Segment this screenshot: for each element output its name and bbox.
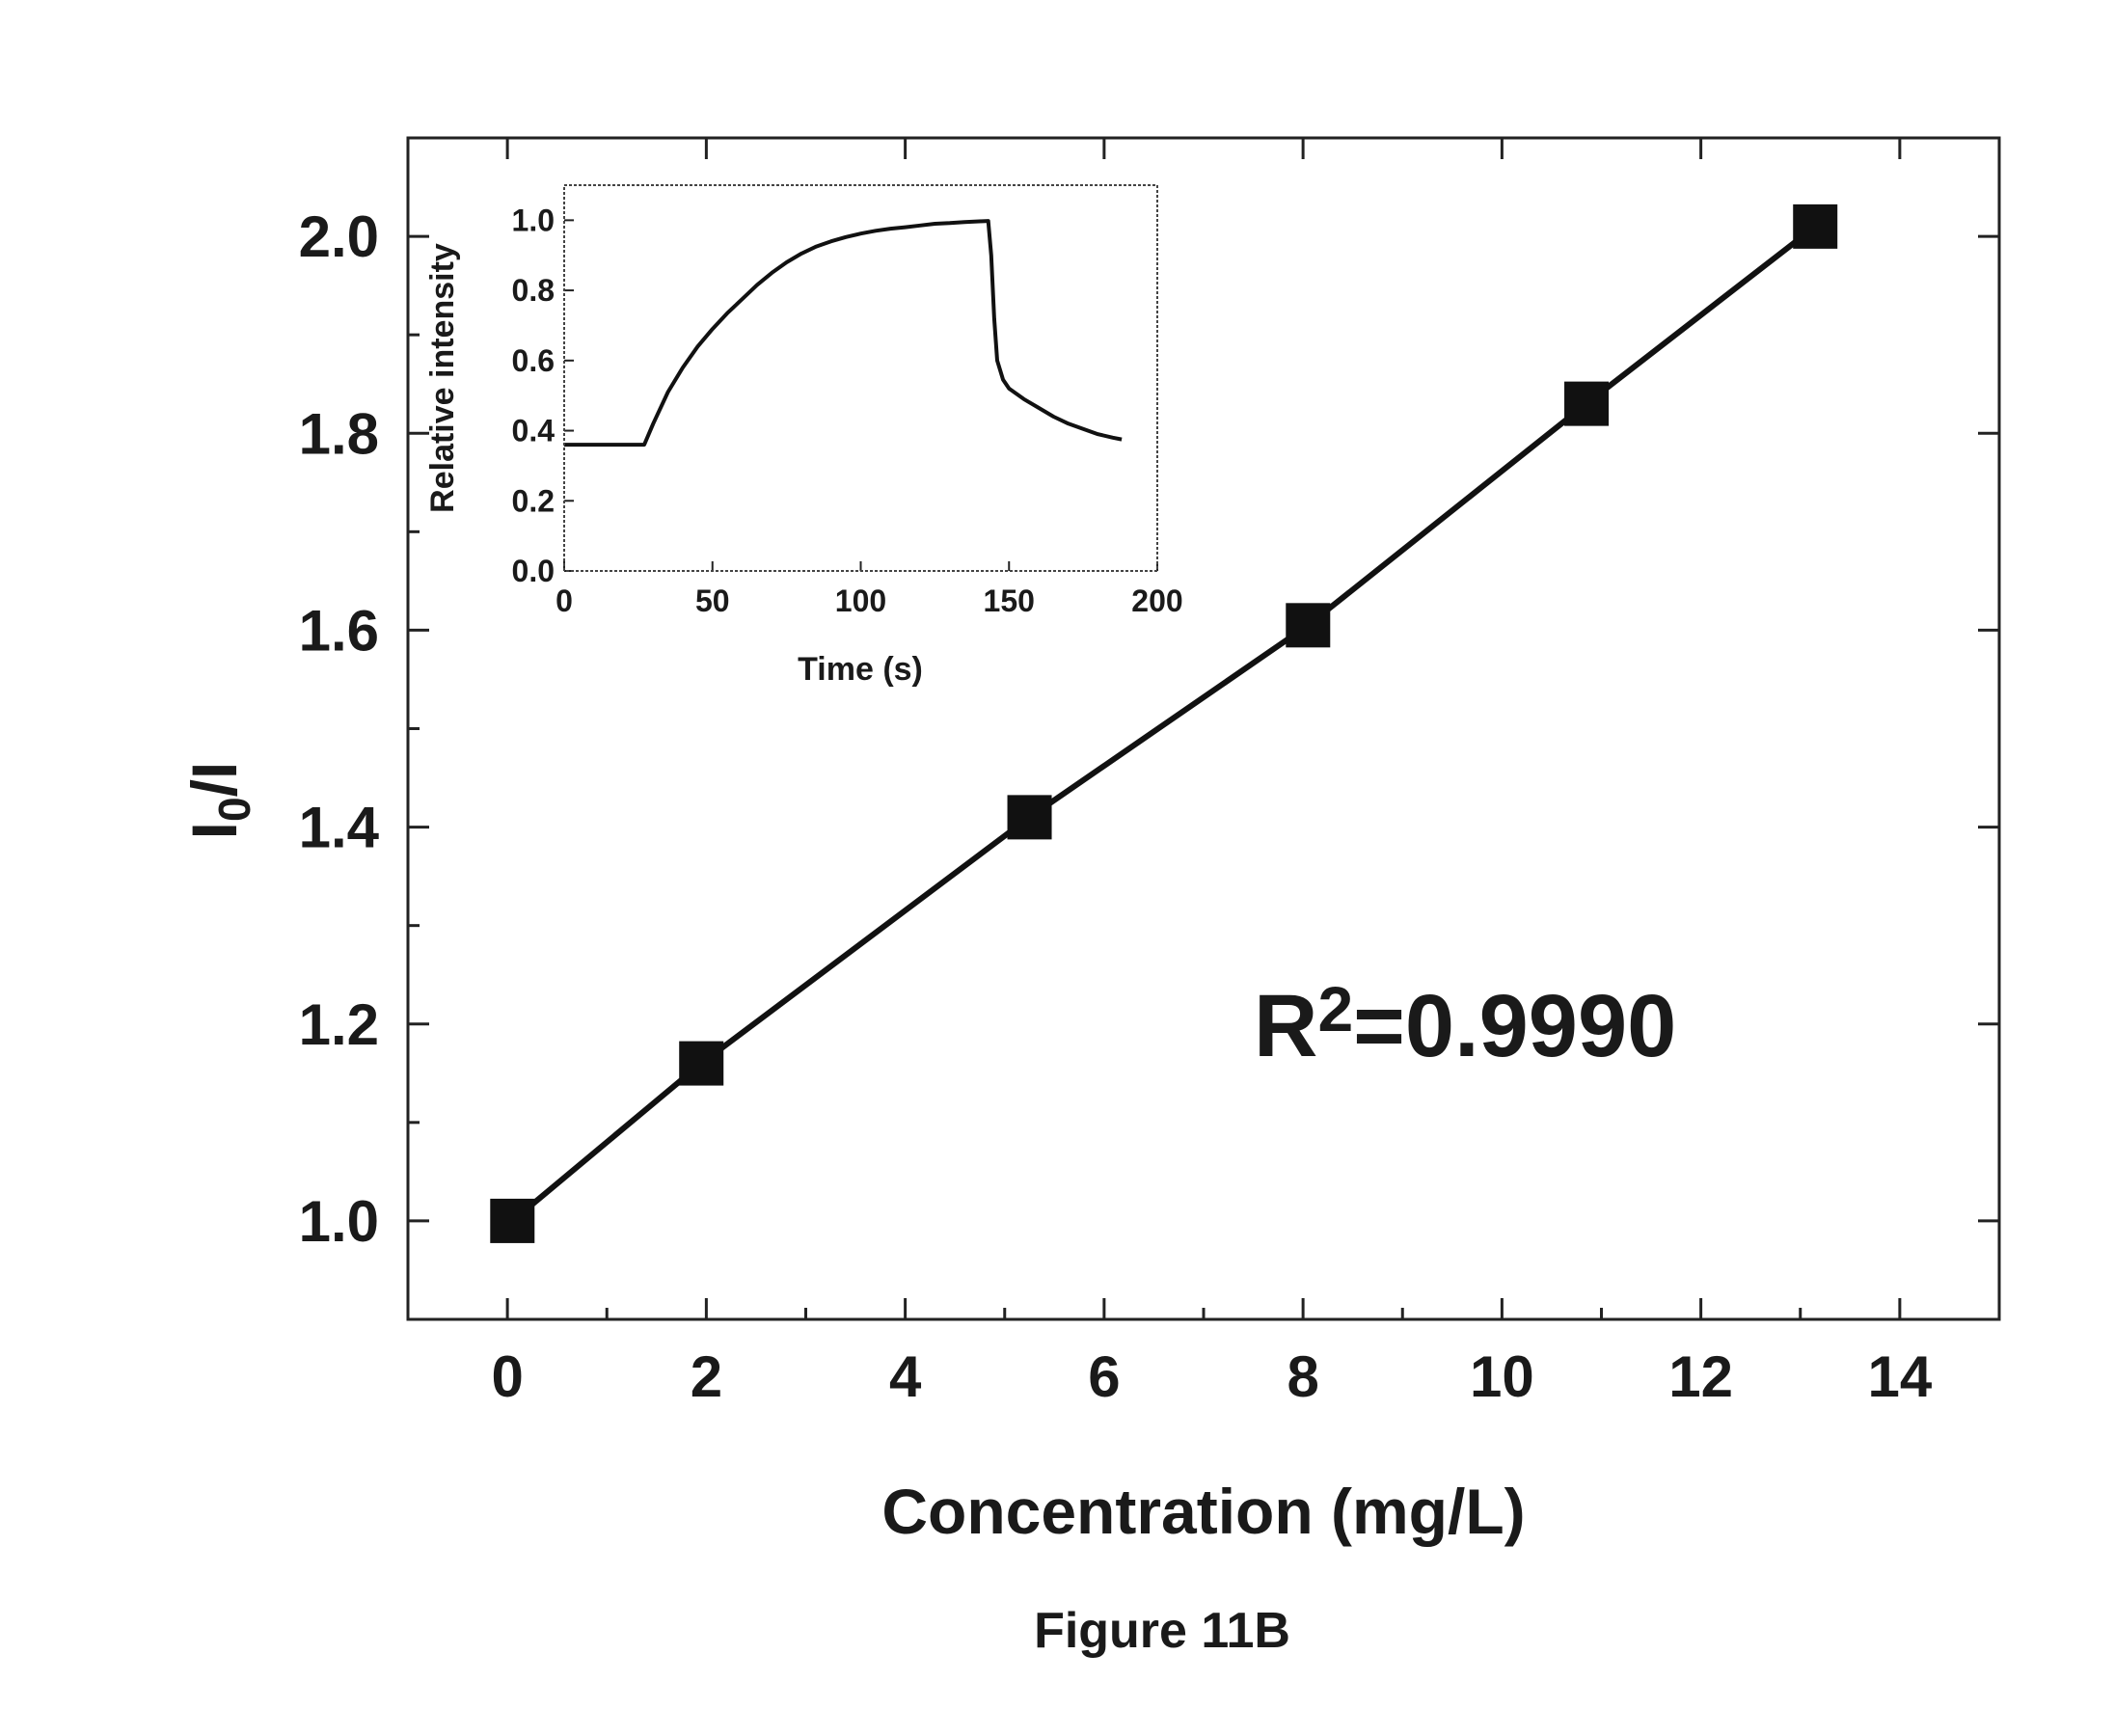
x-tick-label: 4 xyxy=(889,1344,922,1409)
x-tick-label: 100 xyxy=(835,583,886,618)
inset-chart: 0501001502000.00.20.40.60.81.0 Time (s) … xyxy=(424,185,1183,688)
x-tick-label: 12 xyxy=(1668,1344,1733,1409)
figure-caption: Figure 11B xyxy=(1034,1603,1290,1659)
y-tick-label: 0.6 xyxy=(512,343,555,378)
y-label-rest: /I xyxy=(178,762,250,798)
x-tick-label: 50 xyxy=(695,583,730,618)
data-point xyxy=(1564,382,1609,426)
r-squared-annotation: R2=0.9990 xyxy=(1254,973,1676,1075)
y-tick-label: 1.6 xyxy=(299,598,379,663)
r-squared-base: R xyxy=(1254,977,1317,1075)
data-point xyxy=(679,1042,723,1086)
y-tick-label: 2.0 xyxy=(299,204,379,269)
inset-background xyxy=(564,185,1157,571)
data-point xyxy=(1008,795,1052,839)
r-squared-sup: 2 xyxy=(1317,973,1353,1044)
x-tick-label: 6 xyxy=(1088,1344,1120,1409)
main-x-axis-label: Concentration (mg/L) xyxy=(881,1476,1525,1547)
x-tick-label: 150 xyxy=(984,583,1035,618)
inset-y-axis-label: Relative intensity xyxy=(424,243,461,513)
x-tick-label: 0 xyxy=(556,583,573,618)
y-tick-label: 1.0 xyxy=(512,203,555,237)
y-label-sub: 0 xyxy=(209,797,259,822)
y-tick-label: 0.4 xyxy=(512,414,556,448)
main-y-axis-label: I0/I xyxy=(178,762,259,840)
y-tick-label: 1.2 xyxy=(299,992,379,1057)
y-label-base: I xyxy=(178,822,250,839)
x-tick-label: 8 xyxy=(1287,1344,1318,1409)
data-point xyxy=(490,1199,534,1243)
y-tick-label: 0.2 xyxy=(512,483,555,518)
x-tick-label: 10 xyxy=(1470,1344,1534,1409)
y-tick-label: 0.0 xyxy=(512,554,555,588)
y-tick-label: 0.8 xyxy=(512,273,555,308)
data-point xyxy=(1793,204,1837,249)
x-tick-label: 14 xyxy=(1868,1344,1933,1409)
y-tick-label: 1.8 xyxy=(299,401,379,466)
r-squared-value: =0.9990 xyxy=(1353,977,1676,1075)
x-tick-label: 200 xyxy=(1131,583,1182,618)
y-tick-label: 1.4 xyxy=(299,796,380,860)
inset-x-axis-label: Time (s) xyxy=(798,651,923,688)
x-tick-label: 2 xyxy=(691,1344,722,1409)
x-tick-label: 0 xyxy=(491,1344,523,1409)
y-tick-label: 1.0 xyxy=(299,1189,379,1254)
data-point xyxy=(1286,603,1330,647)
